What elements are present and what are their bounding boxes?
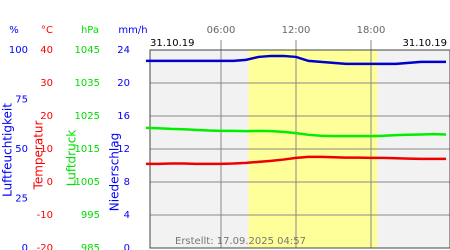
y-tick-label: 1035	[75, 78, 100, 89]
footer: Erstellt: 17.09.2025 04:57	[175, 236, 306, 247]
y-tick-label: 995	[81, 210, 100, 221]
date-left: 31.10.19	[150, 38, 195, 49]
y-tick-label: 12	[117, 144, 130, 155]
y-tick-label: 0	[47, 177, 53, 188]
y-tick-label: 20	[117, 78, 130, 89]
axis-label: Luftfeuchtigkeit	[1, 103, 15, 197]
y-tick-label: 10	[40, 144, 53, 155]
y-tick-label: 20	[40, 111, 53, 122]
y-tick-label: 50	[15, 144, 28, 155]
y-tick-label: 1015	[75, 144, 100, 155]
series-line	[146, 155, 446, 166]
x-tick-label: 06:00	[207, 25, 236, 36]
y-tick-label: 0	[22, 243, 28, 250]
y-tick-label: -10	[37, 210, 53, 221]
axis-unit: hPa	[81, 25, 99, 36]
y-tick-label: 1025	[75, 111, 100, 122]
y-tick-label: 30	[40, 78, 53, 89]
y-tick-label: -20	[37, 243, 53, 250]
date-right: 31.10.19	[402, 38, 447, 49]
axis-label: Niederschlag	[108, 133, 122, 211]
y-tick-label: 0	[124, 243, 130, 250]
y-tick-label: 100	[9, 45, 28, 56]
y-tick-label: 8	[124, 177, 130, 188]
y-tick-label: 1045	[75, 45, 100, 56]
axis-unit: °C	[41, 25, 53, 36]
x-tick-label: 18:00	[357, 25, 386, 36]
y-tick-label: 16	[117, 111, 130, 122]
y-tick-label: 40	[40, 45, 53, 56]
y-tick-label: 75	[15, 95, 28, 106]
series-line	[146, 54, 446, 66]
axis-label: Temperatur	[32, 120, 46, 190]
axis-unit: %	[9, 25, 19, 36]
y-tick-label: 24	[117, 45, 130, 56]
y-tick-label: 1005	[75, 177, 100, 188]
y-tick-label: 25	[15, 194, 28, 205]
y-tick-label: 4	[124, 210, 130, 221]
axis-label: Luftdruck	[65, 130, 79, 187]
series-line	[145, 126, 447, 138]
axis-unit: mm/h	[118, 25, 147, 36]
x-tick-label: 12:00	[282, 25, 311, 36]
y-tick-label: 985	[81, 243, 100, 250]
plot-border	[149, 49, 450, 249]
